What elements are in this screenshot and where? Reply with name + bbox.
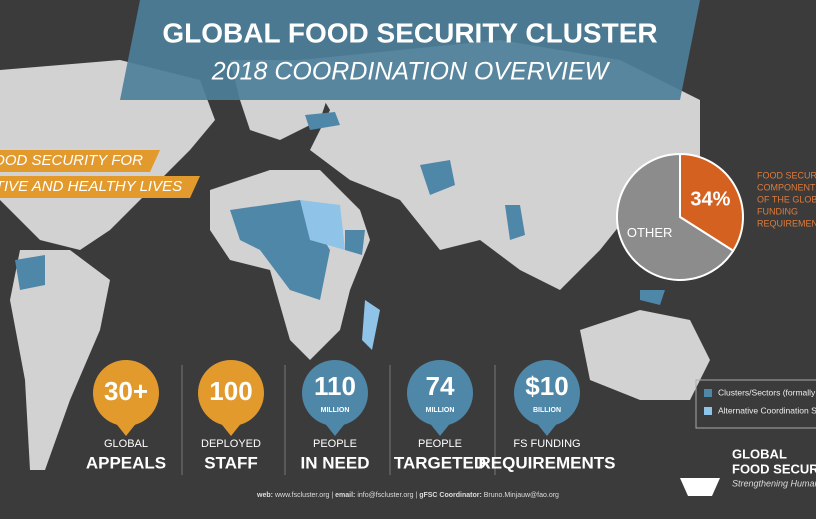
pie-caption: OF THE GLOBAL <box>757 194 816 204</box>
logo: GLOBAL FOOD SECURITY CLUSTER Strengtheni… <box>680 446 816 496</box>
legend-swatch <box>704 407 712 415</box>
stat-label: PEOPLE <box>418 438 462 450</box>
pie-caption: REQUIREMENTS <box>757 218 816 228</box>
footer-value: info@fscluster.org <box>357 492 413 499</box>
stat-unit: MILLION <box>426 407 455 414</box>
banner-bar <box>0 150 160 172</box>
banner-bar <box>0 176 200 198</box>
logo-title: GLOBAL <box>732 446 787 461</box>
pie-caption: COMPONENT <box>757 182 816 192</box>
footer-separator: | <box>329 492 335 499</box>
stat-label: PEOPLE <box>313 438 357 450</box>
footer: web: www.fscluster.org | email: info@fsc… <box>256 492 559 499</box>
stat-label: IN NEED <box>301 453 370 472</box>
footer-key: web: <box>256 492 273 499</box>
pie-caption: FUNDING <box>757 206 798 216</box>
stat-number: 100 <box>209 376 252 406</box>
stat-unit: MILLION <box>321 407 350 414</box>
stat-label: REQUIREMENTS <box>479 453 616 472</box>
legend-label: Clusters/Sectors (formally activated) <box>718 387 816 397</box>
footer-separator: | <box>413 492 419 499</box>
stat-circle <box>93 360 159 426</box>
stat-circle <box>198 360 264 426</box>
logo-tagline: Strengthening Humanitarian Response <box>732 478 816 488</box>
legend-box <box>695 379 816 429</box>
footer-key: gFSC Coordinator: <box>419 492 482 499</box>
logo-title: FOOD SECURITY CLUSTER <box>732 461 816 476</box>
pie-label: 34% <box>690 189 730 211</box>
legend-label: Alternative Coordination Structures <box>718 405 816 415</box>
stat-number: $10 <box>525 371 568 401</box>
stat-label: APPEALS <box>86 453 166 472</box>
stat-label: STAFF <box>204 453 258 472</box>
stat-number: 110 <box>314 371 356 401</box>
stat-circle <box>407 360 473 426</box>
legend-swatch <box>704 389 712 397</box>
stat-label: GLOBAL <box>104 438 148 450</box>
footer-value: www.fscluster.org <box>274 492 330 499</box>
footer-value: Bruno.Minjauw@fao.org <box>484 492 559 499</box>
pie-slice <box>616 152 735 281</box>
subtitle: 2018 COORDINATION OVERVIEW <box>211 58 611 86</box>
stat-circle <box>302 360 368 426</box>
world-map <box>0 40 710 470</box>
banner-text: ACTIVE AND HEALTHY LIVES <box>0 178 182 195</box>
title-ribbon <box>120 0 700 100</box>
pie-name: OTHER <box>627 225 673 240</box>
banner-text: FOOD SECURITY FOR <box>0 152 143 169</box>
stat-unit: BILLION <box>533 407 561 414</box>
stat-circle <box>514 360 580 426</box>
title: GLOBAL FOOD SECURITY CLUSTER <box>162 17 657 48</box>
stat-number: 30+ <box>104 376 148 406</box>
footer-key: email: <box>335 492 355 499</box>
stat-label: TARGETED <box>394 453 486 472</box>
stat-number: 74 <box>426 371 455 401</box>
stat-label: DEPLOYED <box>201 438 261 450</box>
logo-bowl <box>680 478 720 496</box>
pie-caption: FOOD SECURITY <box>757 170 816 180</box>
stat-label: FS FUNDING <box>513 438 580 450</box>
